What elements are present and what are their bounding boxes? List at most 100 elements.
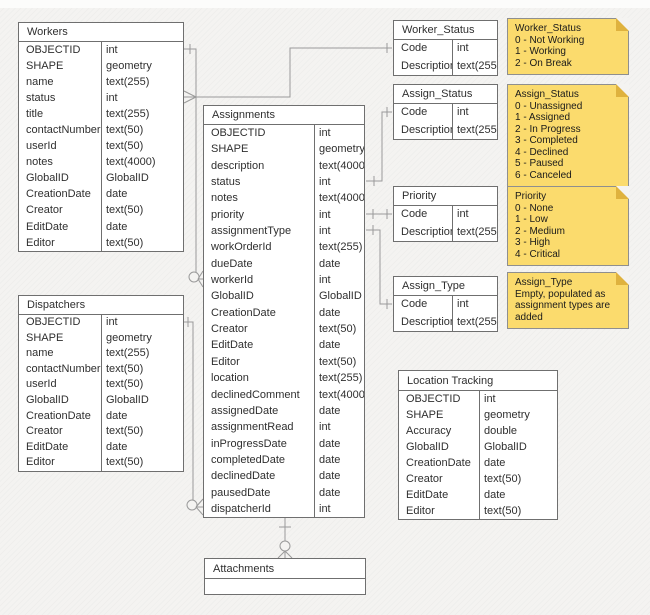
entity-fields: OBJECTID int SHAPE geometry Accuracy double Gl… xyxy=(399,391,557,519)
field-name: notes xyxy=(26,156,53,169)
field-row: declinedDate date xyxy=(204,468,364,484)
field-type: text(255) xyxy=(457,59,497,72)
field-row: OBJECTID int xyxy=(19,42,183,58)
field-type: text(4000) xyxy=(106,156,156,169)
field-type: int xyxy=(319,421,331,434)
connector-path xyxy=(196,47,392,98)
field-type: text(255) xyxy=(106,76,150,89)
field-row: CreationDate date xyxy=(399,455,557,471)
field-name: completedDate xyxy=(211,453,285,466)
field-type: int xyxy=(319,225,331,238)
field-type: int xyxy=(319,502,331,515)
field-type: date xyxy=(319,257,341,270)
field-row: Accuracy double xyxy=(399,423,557,439)
field-name: userId xyxy=(26,140,57,153)
note-line: 0 - Unassigned xyxy=(515,100,583,112)
field-row: assignedDate date xyxy=(204,403,364,419)
field-name: SHAPE xyxy=(26,331,64,344)
canvas-top-margin xyxy=(0,0,650,8)
note-line: 2 - On Break xyxy=(515,57,572,69)
field-name: SHAPE xyxy=(26,60,64,73)
field-type: text(255) xyxy=(106,108,150,121)
cardinality-many-crowfoot xyxy=(183,90,197,98)
field-row: Description text(255) xyxy=(394,314,497,332)
field-type: geometry xyxy=(106,331,152,344)
field-type: date xyxy=(319,306,341,319)
field-row: workerId int xyxy=(204,272,364,288)
note-line: 0 - Not Working xyxy=(515,34,585,46)
entity-assign-status: Assign_Status Code int Description text(255) xyxy=(393,84,498,140)
field-row: name text(255) xyxy=(19,346,183,362)
note-line: 2 - Medium xyxy=(515,225,566,237)
field-name: contactNumber xyxy=(26,124,101,137)
column-divider xyxy=(452,104,453,139)
field-name: location xyxy=(211,372,249,385)
field-name: userId xyxy=(26,378,57,391)
note-line: 1 - Low xyxy=(515,214,548,225)
field-row: userId text(50) xyxy=(19,377,183,393)
field-type: int xyxy=(319,176,331,189)
cardinality-zero-circle xyxy=(186,499,198,511)
entity-title: Assignments xyxy=(204,106,364,125)
field-name: SHAPE xyxy=(406,409,444,421)
field-type: date xyxy=(484,489,506,501)
field-row: dueDate date xyxy=(204,256,364,272)
note-worker-status: Worker_Status 0 - Not Working 1 - Working 2… xyxy=(507,18,629,75)
entity-title: Attachments xyxy=(205,559,365,579)
field-row: SHAPE geometry xyxy=(19,58,183,74)
field-name: status xyxy=(211,176,241,189)
field-row: Code int xyxy=(394,206,497,224)
field-row: priority int xyxy=(204,207,364,223)
field-type: text(50) xyxy=(106,425,144,438)
field-name: Creator xyxy=(26,425,63,438)
entity-title: Worker_Status xyxy=(394,21,497,40)
field-row: title text(255) xyxy=(19,106,183,122)
field-name: name xyxy=(26,76,54,89)
field-type: GlobalID xyxy=(319,290,362,303)
connector-assignments-attachments xyxy=(277,517,293,559)
entity-title: Assign_Status xyxy=(394,85,497,104)
field-row: dispatcherId int xyxy=(204,501,364,517)
field-row: name text(255) xyxy=(19,74,183,90)
column-divider xyxy=(314,125,315,518)
entity-location-tracking: Location Tracking OBJECTID int SHAPE geometr… xyxy=(398,370,558,520)
cardinality-zero-circle xyxy=(188,271,200,283)
folded-corner-icon xyxy=(616,186,629,199)
field-type: date xyxy=(319,437,341,450)
connector-workers-worker_status xyxy=(183,43,392,104)
field-name: Editor xyxy=(26,236,55,249)
field-name: Creator xyxy=(26,204,63,217)
column-divider xyxy=(101,42,102,251)
field-row: SHAPE geometry xyxy=(399,407,557,423)
field-name: Description xyxy=(401,123,452,136)
note-line: Worker_Status xyxy=(515,23,581,34)
field-name: GlobalID xyxy=(26,393,69,406)
field-name: OBJECTID xyxy=(211,127,266,139)
field-type: GlobalID xyxy=(106,172,149,185)
entity-title: Dispatchers xyxy=(19,296,183,315)
field-name: OBJECTID xyxy=(26,44,81,56)
field-row: SHAPE geometry xyxy=(19,331,183,347)
field-row: Editor text(50) xyxy=(19,235,183,251)
field-name: EditDate xyxy=(26,220,69,233)
field-row: Creator text(50) xyxy=(204,321,364,337)
field-type: int xyxy=(106,92,118,105)
cardinality-zero-circle xyxy=(279,540,291,552)
field-row: status int xyxy=(204,174,364,190)
empty-body xyxy=(205,579,365,594)
folded-corner-icon xyxy=(616,18,629,31)
field-row: GlobalID GlobalID xyxy=(19,170,183,186)
cardinality-many-crowfoot xyxy=(195,498,204,508)
field-name: dueDate xyxy=(211,257,253,270)
field-type: date xyxy=(106,220,128,233)
field-row: Editor text(50) xyxy=(204,354,364,370)
note-line: 1 - Working xyxy=(515,46,566,57)
field-type: text(4000) xyxy=(319,388,364,401)
field-name: SHAPE xyxy=(211,143,249,156)
field-row: completedDate date xyxy=(204,452,364,468)
field-row: Creator text(50) xyxy=(399,471,557,487)
field-name: Editor xyxy=(406,505,435,517)
entity-worker-status: Worker_Status Code int Description text(255) xyxy=(393,20,498,76)
